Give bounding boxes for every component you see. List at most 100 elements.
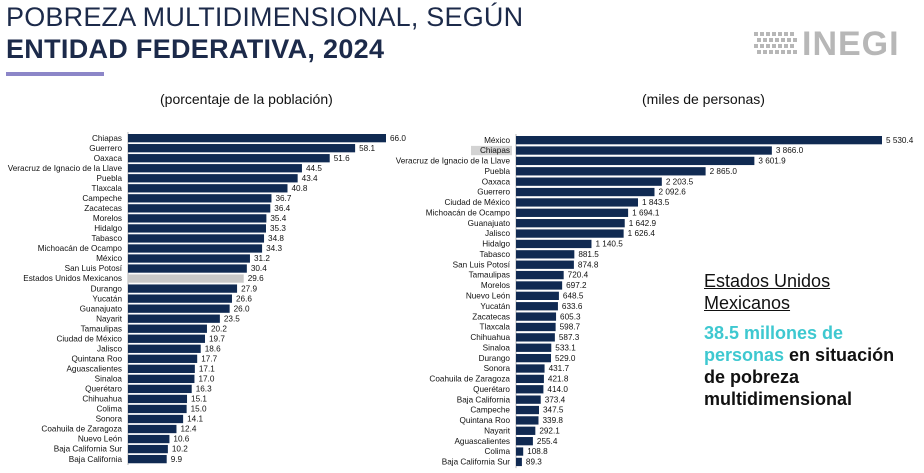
- right-value-label-durango: 529.0: [555, 354, 576, 363]
- left-value-label-guanajuato: 26.0: [234, 304, 250, 313]
- left-value-label-yucatan: 26.6: [236, 294, 252, 303]
- left-value-label-veracruz-de-ignacio-de-la-llave: 44.5: [306, 164, 322, 173]
- right-bar-jalisco: [516, 229, 624, 238]
- right-category-label-sonora: Sonora: [484, 364, 511, 373]
- inegi-dots-icon: [754, 32, 797, 54]
- left-bar-sonora: [128, 414, 184, 424]
- left-bar-durango: [128, 284, 238, 293]
- left-category-label-tabasco: Tabasco: [92, 234, 123, 243]
- left-bar-tlaxcala: [128, 184, 288, 193]
- right-value-label-oaxaca: 2 203.5: [666, 177, 694, 186]
- left-value-label-michoacan-de-ocampo: 34.3: [266, 244, 282, 253]
- right-bar-sinaloa: [516, 343, 552, 352]
- left-category-label-morelos: Morelos: [93, 214, 122, 223]
- right-value-label-guanajuato: 1 642.9: [629, 219, 657, 228]
- right-category-label-morelos: Morelos: [481, 281, 510, 290]
- right-bar-chiapas: [516, 146, 772, 155]
- right-category-label-mexico: México: [484, 136, 510, 145]
- right-value-label-yucatan: 633.6: [562, 302, 583, 311]
- left-bar-chihuahua: [128, 394, 188, 404]
- callout-rest-line2: de pobreza: [704, 367, 800, 387]
- left-bar-guanajuato: [128, 304, 230, 313]
- right-value-label-colima: 108.8: [527, 447, 548, 456]
- left-bar-tamaulipas: [128, 324, 207, 333]
- right-bar-quintana-roo: [516, 416, 539, 425]
- left-category-label-jalisco: Jalisco: [97, 344, 122, 353]
- left-value-label-baja-california-sur: 10.2: [172, 445, 188, 454]
- right-bar-durango: [516, 353, 552, 363]
- right-value-label-tlaxcala: 598.7: [560, 323, 581, 332]
- left-bar-mexico: [128, 254, 250, 263]
- left-category-label-san-luis-potosi: San Luis Potosí: [65, 264, 123, 273]
- right-value-label-puebla: 2 865.0: [710, 167, 738, 176]
- callout-entity-line1: Estados Unidos: [704, 271, 831, 291]
- title-underline: [6, 72, 104, 76]
- right-category-label-coahuila-de-zaragoza: Coahuila de Zaragoza: [429, 375, 510, 384]
- left-value-label-nuevo-leon: 10.6: [173, 435, 189, 444]
- left-value-label-puebla: 43.4: [302, 174, 318, 183]
- left-bar-aguascalientes: [128, 364, 195, 373]
- right-category-label-veracruz-de-ignacio-de-la-llave: Veracruz de Ignacio de la Llave: [396, 157, 511, 166]
- callout-entity: Estados Unidos Mexicanos: [704, 270, 920, 314]
- right-category-label-ciudad-de-mexico: Ciudad de México: [444, 198, 510, 207]
- right-value-label-chiapas: 3 866.0: [776, 146, 804, 155]
- left-value-label-durango: 27.9: [241, 284, 257, 293]
- left-category-label-durango: Durango: [91, 284, 123, 293]
- left-category-label-campeche: Campeche: [82, 194, 122, 203]
- right-category-label-puebla: Puebla: [485, 167, 511, 176]
- right-category-label-quintana-roo: Quintana Roo: [459, 416, 510, 425]
- right-value-label-guerrero: 2 092.6: [658, 188, 686, 197]
- left-value-label-ciudad-de-mexico: 19.7: [209, 334, 225, 343]
- right-value-label-san-luis-potosi: 874.8: [578, 260, 599, 269]
- inegi-logo-text: INEGI: [802, 25, 900, 63]
- right-bar-tlaxcala: [516, 322, 556, 332]
- left-bar-baja-california: [128, 454, 167, 464]
- right-bar-ciudad-de-mexico: [516, 198, 639, 207]
- left-category-label-ciudad-de-mexico: Ciudad de México: [56, 334, 122, 343]
- right-bar-campeche: [516, 405, 539, 415]
- left-category-label-colima: Colima: [97, 405, 123, 414]
- right-category-label-aguascalientes: Aguascalientes: [454, 437, 510, 446]
- left-category-label-michoacan-de-ocampo: Michoacán de Ocampo: [38, 244, 123, 253]
- right-bar-yucatan: [516, 302, 558, 311]
- right-value-label-baja-california-sur: 89.3: [526, 458, 542, 467]
- right-bar-hidalgo: [516, 239, 592, 249]
- right-value-label-michoacan-de-ocampo: 1 694.1: [632, 208, 660, 217]
- left-value-label-coahuila-de-zaragoza: 12.4: [180, 425, 196, 434]
- callout-highlight: 38.5 millones de personas: [704, 323, 844, 365]
- left-category-label-oaxaca: Oaxaca: [94, 154, 123, 163]
- right-bar-puebla: [516, 167, 706, 176]
- right-bar-nuevo-leon: [516, 291, 559, 300]
- right-category-label-baja-california: Baja California: [457, 395, 511, 404]
- right-bar-coahuila-de-zaragoza: [516, 374, 544, 384]
- left-value-label-oaxaca: 51.6: [334, 154, 350, 163]
- left-value-label-guerrero: 58.1: [359, 144, 375, 153]
- left-bar-zacatecas: [128, 204, 271, 213]
- right-value-label-aguascalientes: 255.4: [537, 437, 558, 446]
- left-bar-oaxaca: [128, 154, 330, 163]
- left-category-label-chihuahua: Chihuahua: [82, 395, 122, 404]
- right-value-label-ciudad-de-mexico: 1 843.5: [642, 198, 670, 207]
- right-category-label-baja-california-sur: Baja California Sur: [442, 458, 511, 467]
- left-category-label-nuevo-leon: Nuevo León: [78, 435, 123, 444]
- left-value-label-hidalgo: 35.3: [270, 224, 286, 233]
- right-category-label-jalisco: Jalisco: [485, 229, 510, 238]
- left-bar-ciudad-de-mexico: [128, 334, 206, 343]
- left-category-label-aguascalientes: Aguascalientes: [66, 364, 122, 373]
- right-bar-oaxaca: [516, 177, 662, 186]
- left-bar-san-luis-potosi: [128, 264, 247, 273]
- right-bar-baja-california-sur: [516, 457, 522, 467]
- left-bar-queretaro: [128, 384, 192, 394]
- right-value-label-nuevo-leon: 648.5: [563, 292, 584, 301]
- right-category-label-guanajuato: Guanajuato: [468, 219, 511, 228]
- callout-rest-line3: multidimensional: [704, 389, 853, 409]
- right-value-label-tabasco: 881.5: [578, 250, 599, 259]
- left-category-label-zacatecas: Zacatecas: [84, 204, 122, 213]
- left-category-label-yucatan: Yucatán: [92, 294, 122, 303]
- left-bar-michoacan-de-ocampo: [128, 244, 263, 253]
- right-bar-tabasco: [516, 250, 575, 259]
- left-category-label-puebla: Puebla: [97, 174, 123, 183]
- right-value-label-morelos: 697.2: [566, 281, 587, 290]
- callout-rest-line1: en situación: [784, 345, 895, 365]
- right-category-label-guerrero: Guerrero: [477, 188, 510, 197]
